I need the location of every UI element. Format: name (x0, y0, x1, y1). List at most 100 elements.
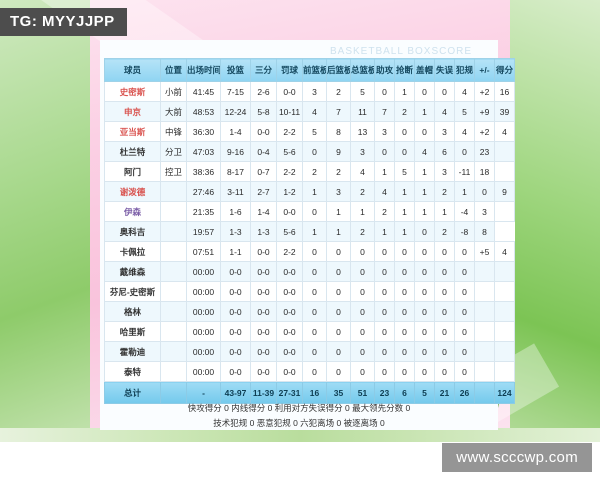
stat-cell: -4 (454, 201, 475, 222)
stat-cell: 0-0 (276, 81, 303, 102)
stat-cell: 0 (302, 341, 327, 362)
table-row: 阿门 控卫 38:36 8-17 0-7 2-2 2 2 4 1 5 1 3 -11 18 (104, 161, 515, 182)
stat-cell: 0 (326, 281, 351, 302)
stat-cell (494, 281, 515, 302)
stat-cell: 0 (326, 361, 351, 382)
stat-cell: 8 (326, 121, 351, 142)
stat-cell: 2 (394, 101, 415, 122)
total-stat-cell: 16 (302, 381, 327, 404)
column-header-0[interactable]: 球员 (104, 58, 161, 82)
stat-cell: 0-0 (250, 301, 277, 322)
player-name-cell[interactable]: 霍勒迪 (104, 341, 161, 362)
total-stat-cell: 11-39 (250, 381, 277, 404)
tag-badge: TG: MYYJJPP (0, 8, 127, 36)
stat-cell: 0 (414, 81, 435, 102)
player-name-cell[interactable]: 卡佩拉 (104, 241, 161, 262)
player-name-cell[interactable]: 杜兰特 (104, 141, 161, 162)
player-name-cell[interactable]: 谢泼德 (104, 181, 161, 202)
player-name-cell[interactable]: 伊森 (104, 201, 161, 222)
stat-cell: 1 (374, 161, 395, 182)
stat-cell: 00:00 (186, 261, 221, 282)
column-header-5[interactable]: 罚球 (276, 58, 303, 82)
player-name-cell[interactable]: 芬尼-史密斯 (104, 281, 161, 302)
stat-cell: 0 (374, 281, 395, 302)
stat-cell: 5-8 (250, 101, 277, 122)
player-name-cell[interactable]: 泰特 (104, 361, 161, 382)
stat-cell: 1 (394, 81, 415, 102)
stat-cell: 0 (350, 321, 375, 342)
player-name-cell[interactable]: 哈里斯 (104, 321, 161, 342)
stat-cell: +5 (474, 241, 495, 262)
column-header-9[interactable]: 助攻 (374, 58, 395, 82)
column-header-7[interactable]: 后篮板 (326, 58, 351, 82)
stat-cell: 3 (434, 161, 455, 182)
stat-cell: 0 (474, 181, 495, 202)
stat-cell (160, 361, 187, 382)
stat-cell (160, 321, 187, 342)
stat-cell: 0 (350, 281, 375, 302)
stat-cell: 0 (434, 241, 455, 262)
player-name-cell[interactable]: 亚当斯 (104, 121, 161, 142)
column-header-15[interactable]: 得分 (494, 58, 515, 82)
column-header-11[interactable]: 盖帽 (414, 58, 435, 82)
stat-cell: 0-0 (220, 321, 251, 342)
stat-cell: 00:00 (186, 301, 221, 322)
stat-cell: 4 (494, 121, 515, 142)
stat-cell: 1 (414, 161, 435, 182)
stat-cell: 6 (434, 141, 455, 162)
stat-cell: 5 (454, 101, 475, 122)
stat-cell: 0-0 (250, 121, 277, 142)
stat-cell: 0 (302, 321, 327, 342)
stat-cell: 0-0 (276, 341, 303, 362)
stat-cell: 00:00 (186, 321, 221, 342)
column-header-13[interactable]: 犯规 (454, 58, 475, 82)
table-row: 芬尼-史密斯 00:00 0-0 0-0 0-0 0 0 0 0 0 0 0 0 (104, 281, 515, 302)
stat-cell: 0 (434, 361, 455, 382)
column-header-6[interactable]: 前篮板 (302, 58, 327, 82)
stat-cell: 0 (394, 301, 415, 322)
player-name-cell[interactable]: 申京 (104, 101, 161, 122)
stat-cell (494, 261, 515, 282)
stat-cell: 0 (414, 221, 435, 242)
stat-cell: 4 (494, 241, 515, 262)
stat-cell: 0 (434, 281, 455, 302)
column-header-10[interactable]: 抢断 (394, 58, 415, 82)
column-header-3[interactable]: 投篮 (220, 58, 251, 82)
player-name-cell[interactable]: 奥科吉 (104, 221, 161, 242)
stat-cell: 0 (414, 121, 435, 142)
stat-cell: 0-0 (250, 341, 277, 362)
column-header-14[interactable]: +/- (474, 58, 495, 82)
stat-cell: 大前 (160, 101, 187, 122)
stat-cell: 0 (350, 301, 375, 322)
stat-cell: 23 (474, 141, 495, 162)
table-row: 泰特 00:00 0-0 0-0 0-0 0 0 0 0 0 0 0 0 (104, 361, 515, 382)
site-watermark: www.scccwp.com (442, 443, 592, 472)
total-stat-cell: 43-97 (220, 381, 251, 404)
player-name-cell[interactable]: 格林 (104, 301, 161, 322)
stat-cell: 1-2 (276, 181, 303, 202)
stat-cell: 4 (414, 141, 435, 162)
stat-cell: 0-0 (276, 361, 303, 382)
stat-cell: 1 (394, 181, 415, 202)
column-header-4[interactable]: 三分 (250, 58, 277, 82)
player-name-cell[interactable]: 阿门 (104, 161, 161, 182)
total-stat-cell: 21 (434, 381, 455, 404)
column-header-1[interactable]: 位置 (160, 58, 187, 82)
stat-cell: 48:53 (186, 101, 221, 122)
stat-cell: 2 (350, 221, 375, 242)
stat-cell: 0 (454, 241, 475, 262)
player-name-cell[interactable]: 史密斯 (104, 81, 161, 102)
stat-cell (474, 301, 495, 322)
stat-cell: 0 (434, 301, 455, 322)
column-header-2[interactable]: 出场时间 (186, 58, 221, 82)
stat-cell: 0-0 (276, 201, 303, 222)
stat-cell: 27:46 (186, 181, 221, 202)
column-header-8[interactable]: 总篮板 (350, 58, 375, 82)
stat-cell: 0-0 (250, 281, 277, 302)
stat-cell: 7 (326, 101, 351, 122)
stat-cell: 2 (434, 181, 455, 202)
stat-cell: 3 (326, 181, 351, 202)
column-header-12[interactable]: 失误 (434, 58, 455, 82)
player-name-cell[interactable]: 戴维森 (104, 261, 161, 282)
stat-cell: 2-6 (250, 81, 277, 102)
